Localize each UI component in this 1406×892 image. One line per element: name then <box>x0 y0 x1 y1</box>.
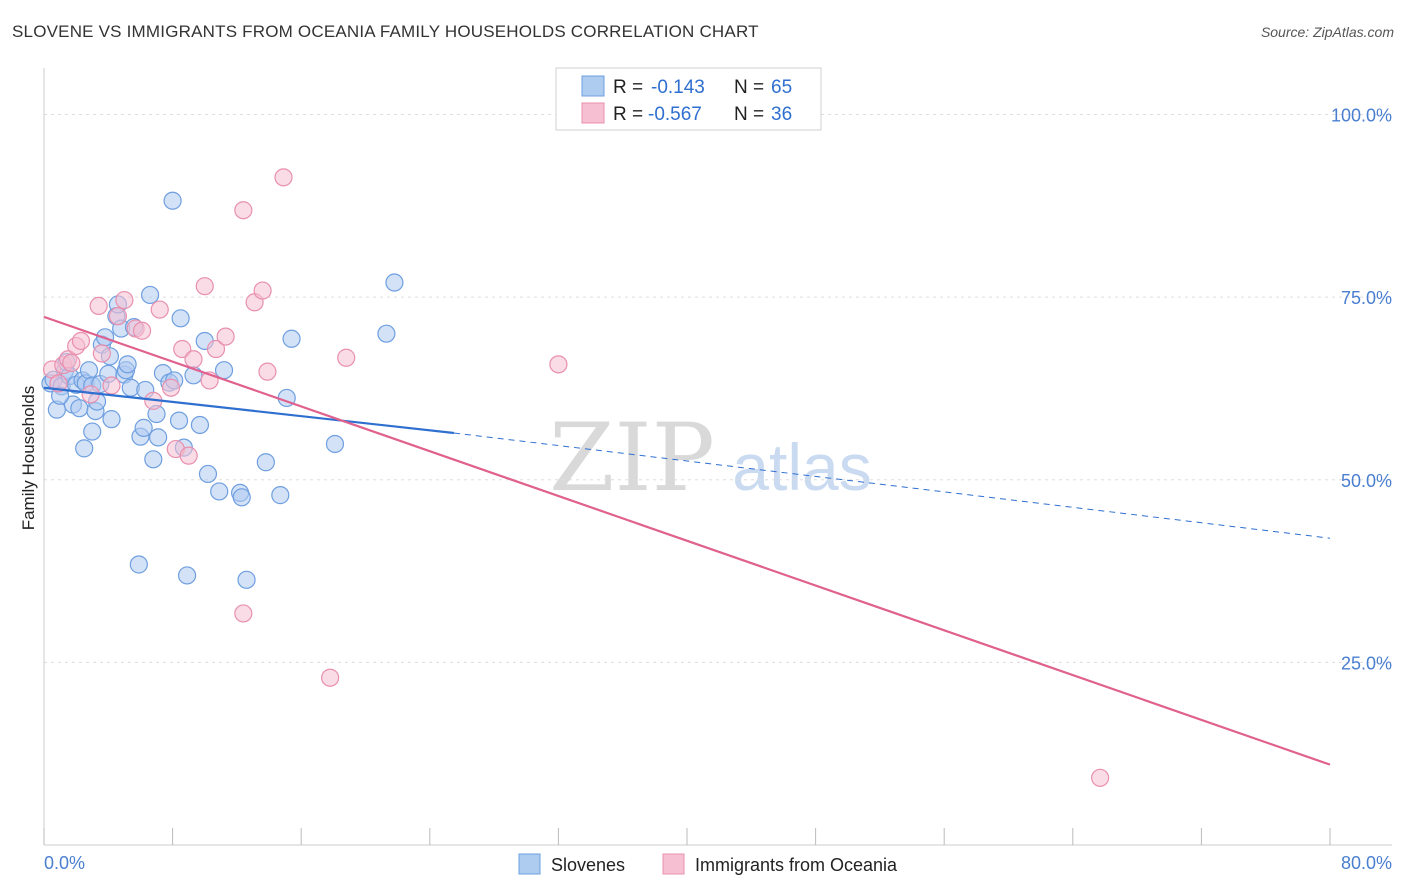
bottom-legend-swatch-oceania <box>662 853 685 875</box>
slovenes-point-63 <box>385 273 404 292</box>
source-label: Source: ZipAtlas.com <box>1260 24 1394 40</box>
slovenes-point-58 <box>271 486 290 505</box>
y-tick-label-50: 50.0% <box>1341 471 1392 491</box>
chart-title: SLOVENE VS IMMIGRANTS FROM OCEANIA FAMIL… <box>12 22 759 41</box>
oceania-point-31 <box>274 168 293 187</box>
oceania-point-19 <box>173 339 192 359</box>
legend-n-value-2: 36 <box>771 104 792 125</box>
oceania-point-6 <box>71 331 91 351</box>
oceania-point-16 <box>150 300 169 319</box>
oceania-point-25 <box>216 327 235 346</box>
legend-n-label-1: N = <box>734 77 764 98</box>
legend-n-value-1: 65 <box>771 77 792 98</box>
oceania-point-4 <box>62 353 81 372</box>
oceania-point-35 <box>1091 768 1110 787</box>
y-tick-label-75: 75.0% <box>1341 288 1392 308</box>
slovenes-point-15 <box>83 422 102 441</box>
legend-r-value-1: -0.143 <box>651 77 705 98</box>
x-tick-label-max: 80.0% <box>1341 853 1392 873</box>
y-axis-label: Family Households <box>19 386 38 531</box>
legend-r-label-1: R = <box>613 77 643 98</box>
slovenes-point-44 <box>169 411 189 430</box>
oceania-point-8 <box>89 296 108 316</box>
oceania-point-30 <box>258 362 277 381</box>
oceania-point-22 <box>195 277 214 296</box>
series-legend: Slovenes Immigrants from Oceania <box>518 853 898 875</box>
slovenes-point-23 <box>102 410 121 429</box>
slovenes-point-47 <box>177 566 197 585</box>
oceania-point-32 <box>321 668 340 687</box>
slovenes-point-13 <box>79 361 99 380</box>
oceania-point-17 <box>161 378 181 397</box>
slovenes-trend-solid <box>43 386 455 435</box>
legend-r-label-2: R = <box>613 104 643 125</box>
slovenes-point-36 <box>140 285 160 305</box>
slovenes-point-49 <box>190 415 210 435</box>
legend-swatch-oceania <box>581 102 605 124</box>
oceania-point-33 <box>337 348 356 367</box>
oceania-point-20 <box>179 446 198 465</box>
trend-lines <box>43 315 1331 766</box>
watermark-atlas: atlas <box>732 430 871 504</box>
watermark-zip: ZIP <box>549 404 715 513</box>
bottom-legend-label-slovenes: Slovenes <box>551 855 625 875</box>
oceania-point-14 <box>132 321 152 340</box>
watermark: ZIP atlas <box>549 404 872 513</box>
slovenes-point-32 <box>129 555 148 574</box>
slovenes-point-53 <box>214 361 234 380</box>
slovenes-point-39 <box>149 428 168 447</box>
oceania-point-10 <box>102 376 121 395</box>
x-tick-label-min: 0.0% <box>44 853 85 873</box>
axes: 0.0% 80.0% <box>43 68 1392 873</box>
slovenes-point-55 <box>232 488 251 507</box>
y-tick-label-100: 100.0% <box>1331 106 1392 126</box>
slovenes-point-12 <box>75 439 94 458</box>
slovenes-point-51 <box>198 464 218 484</box>
slovenes-point-61 <box>325 434 345 454</box>
bottom-legend-label-oceania: Immigrants from Oceania <box>695 855 898 875</box>
slovenes-point-9 <box>70 399 89 418</box>
slovenes-trend-dashed <box>453 432 1331 539</box>
correlation-legend: R = -0.143 N = 65 R = -0.567 N = 36 <box>555 67 822 131</box>
slovenes-point-34 <box>134 418 153 437</box>
oceania-point-1 <box>49 374 68 393</box>
oceania-point-12 <box>115 290 134 310</box>
slovenes-point-37 <box>144 450 163 469</box>
oceania-point-21 <box>184 350 203 369</box>
gridlines: 25.0% 50.0% 75.0% 100.0% <box>44 106 1392 673</box>
slovenes-point-56 <box>237 570 256 589</box>
oceania-points <box>42 168 1110 787</box>
oceania-point-29 <box>253 281 272 300</box>
legend-r-value-2: -0.567 <box>648 104 702 125</box>
slovenes-point-45 <box>171 309 190 328</box>
slovenes-point-62 <box>377 324 396 343</box>
oceania-point-26 <box>234 201 253 220</box>
oceania-point-9 <box>92 344 111 363</box>
slovenes-point-42 <box>163 191 182 210</box>
slovenes-point-29 <box>118 355 137 374</box>
oceania-point-11 <box>108 307 128 326</box>
y-tick-label-25: 25.0% <box>1341 653 1392 673</box>
oceania-point-24 <box>206 339 226 359</box>
slovenes-point-60 <box>282 329 301 348</box>
legend-n-label-2: N = <box>734 104 764 125</box>
oceania-trend <box>43 315 1331 766</box>
oceania-point-34 <box>549 355 568 374</box>
legend-swatch-slovenes <box>581 75 605 97</box>
slovenes-point-52 <box>210 482 229 501</box>
bottom-legend-swatch-slovenes <box>518 853 541 875</box>
slovenes-point-57 <box>256 453 275 472</box>
oceania-point-27 <box>234 604 253 623</box>
